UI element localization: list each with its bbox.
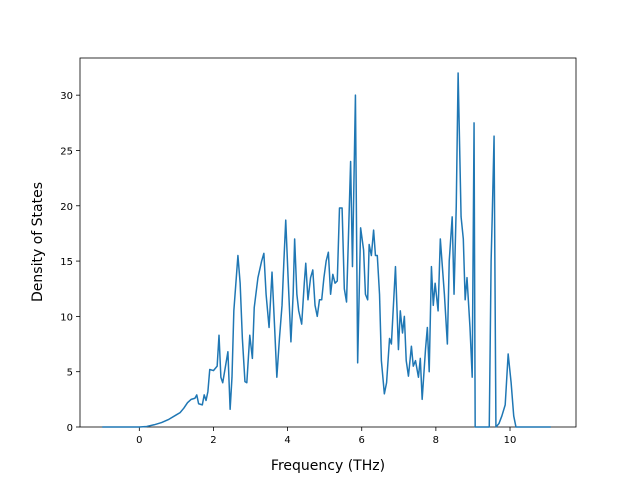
y-tick-label: 25 — [60, 146, 73, 157]
x-tick-label: 8 — [433, 435, 439, 446]
plot-frame — [79, 57, 577, 428]
y-axis-label: Density of States — [30, 182, 46, 302]
y-tick-label: 5 — [67, 368, 73, 379]
x-tick-label: 10 — [504, 435, 517, 446]
y-tick-label: 20 — [60, 202, 73, 213]
y-tick-label: 10 — [60, 312, 73, 323]
x-tick-label: 0 — [136, 435, 142, 446]
x-axis-label: Frequency (THz) — [271, 458, 385, 474]
x-tick-label: 6 — [359, 435, 365, 446]
x-tick-label: 4 — [284, 435, 290, 446]
x-tick-label: 2 — [210, 435, 216, 446]
y-tick-label: 15 — [60, 257, 73, 268]
series-line — [102, 72, 551, 428]
y-tick-label: 30 — [60, 91, 73, 102]
y-tick-label: 0 — [67, 423, 73, 434]
